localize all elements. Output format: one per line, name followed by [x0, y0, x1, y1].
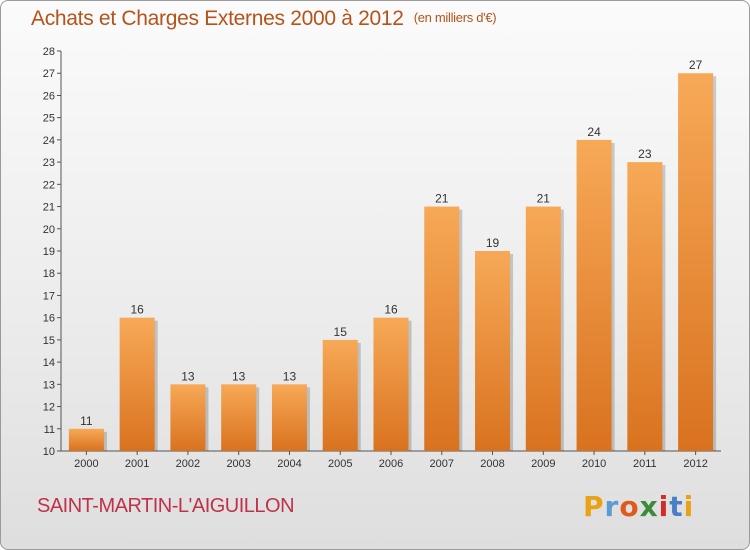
y-tick-label: 23 — [43, 157, 55, 169]
x-tick-label: 2006 — [379, 458, 403, 470]
x-tick-label: 2009 — [531, 458, 555, 470]
logo-letter: P — [583, 490, 605, 523]
y-tick-label: 17 — [43, 290, 55, 302]
chart-title: Achats et Charges Externes 2000 à 2012 (e… — [31, 7, 497, 31]
bar-value-label: 27 — [689, 58, 703, 72]
y-tick-label: 19 — [43, 246, 55, 258]
x-tick-label: 2012 — [683, 458, 707, 470]
y-tick-label: 26 — [43, 90, 55, 102]
logo-letter: i — [658, 490, 670, 523]
x-tick-label: 2007 — [430, 458, 454, 470]
logo-letter: x — [639, 490, 659, 523]
y-tick-label: 20 — [43, 224, 55, 236]
bar-value-label: 19 — [486, 236, 500, 250]
bar — [525, 206, 561, 451]
y-tick-label: 28 — [43, 46, 55, 58]
bar — [119, 317, 155, 451]
bar-value-label: 13 — [181, 369, 195, 383]
y-tick-label: 13 — [43, 379, 55, 391]
bar — [678, 73, 714, 451]
y-tick-label: 21 — [43, 202, 55, 214]
x-tick-label: 2003 — [226, 458, 250, 470]
y-tick-label: 12 — [43, 402, 55, 414]
y-tick-label: 25 — [43, 113, 55, 125]
bar — [68, 428, 104, 451]
y-tick-label: 11 — [44, 424, 55, 436]
commune-name: SAINT-MARTIN-L'AIGUILLON — [37, 495, 295, 517]
y-tick-label: 27 — [43, 68, 55, 80]
bar-value-label: 24 — [587, 125, 601, 139]
y-tick-label: 14 — [43, 357, 55, 369]
y-tick-label: 22 — [43, 179, 55, 191]
bar-value-label: 23 — [638, 147, 652, 161]
bar — [475, 251, 511, 451]
x-tick-label: 2004 — [277, 458, 301, 470]
bar — [373, 317, 409, 451]
bar — [424, 206, 460, 451]
bar-value-label: 13 — [232, 369, 246, 383]
y-tick-label: 16 — [43, 313, 55, 325]
chart-unit: (en milliers d'€) — [413, 10, 497, 25]
bar — [627, 162, 663, 451]
bar — [221, 384, 257, 451]
x-tick-label: 2000 — [74, 458, 98, 470]
x-tick-label: 2011 — [633, 458, 657, 470]
y-tick-label: 10 — [43, 446, 55, 458]
x-tick-label: 2010 — [582, 458, 606, 470]
logo-letter: t — [669, 490, 684, 523]
y-tick-label: 18 — [43, 268, 55, 280]
bar — [322, 339, 358, 451]
bar-value-label: 21 — [435, 192, 449, 206]
bar-value-label: 13 — [283, 369, 297, 383]
y-tick-label: 15 — [43, 335, 55, 347]
bar-value-label: 16 — [130, 303, 144, 317]
bar — [271, 384, 307, 451]
logo-letter: o — [619, 490, 640, 523]
chart-title-text: Achats et Charges Externes 2000 à 2012 — [31, 7, 404, 30]
bar — [170, 384, 206, 451]
bar-value-label: 11 — [80, 414, 93, 428]
bar-value-label: 21 — [537, 192, 551, 206]
logo-letter: r — [604, 490, 620, 523]
x-tick-label: 2005 — [328, 458, 352, 470]
y-tick-label: 24 — [43, 135, 55, 147]
logo-letter: i — [683, 490, 695, 523]
bar-value-label: 16 — [384, 303, 398, 317]
x-tick-label: 2008 — [480, 458, 504, 470]
bar-value-label: 15 — [334, 325, 348, 339]
proxiti-logo: Proxiti — [583, 490, 694, 523]
x-tick-label: 2002 — [176, 458, 200, 470]
bar — [576, 139, 612, 451]
x-tick-label: 2001 — [125, 458, 149, 470]
